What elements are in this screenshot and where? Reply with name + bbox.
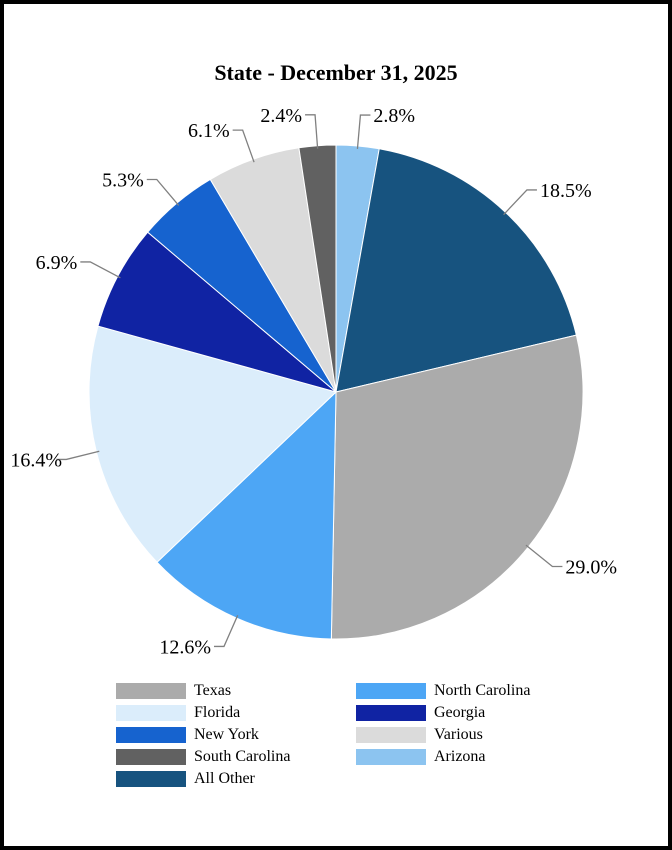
label-leader-line (56, 450, 100, 461)
legend-label: North Carolina (434, 682, 531, 699)
legend-item: Arizona (356, 746, 596, 768)
label-leader-line (213, 615, 239, 648)
legend-item: Georgia (356, 702, 596, 724)
legend-swatch (116, 705, 186, 721)
legend-label: Arizona (434, 748, 486, 765)
legend-column: North Carolina Georgia Various Arizona (356, 680, 596, 790)
legend-item: South Carolina (116, 746, 356, 768)
legend-label: All Other (194, 770, 255, 787)
label-leader-line (356, 114, 371, 150)
legend-item: All Other (116, 768, 356, 790)
slice-percent-label: 5.3% (102, 169, 144, 191)
legend-label: Florida (194, 704, 241, 721)
legend-label: South Carolina (194, 748, 291, 765)
legend-swatch (356, 683, 426, 699)
slice-percent-label: 29.0% (565, 556, 617, 578)
legend-item: Florida (116, 702, 356, 724)
legend-label: Various (434, 726, 483, 743)
legend-label: Georgia (434, 704, 486, 721)
label-leader-line (503, 189, 537, 216)
legend-swatch (116, 727, 186, 743)
legend-swatch (116, 771, 186, 787)
slice-percent-label: 12.6% (159, 636, 211, 658)
legend-item: Various (356, 724, 596, 746)
slice-percent-label: 16.4% (10, 449, 62, 471)
slice-percent-label: 2.8% (373, 105, 415, 127)
pie-chart: 2.8% 18.5% 29.0% 12.6% 16.4% 6.9% 5.3% 6.1% 2.4% (10, 105, 617, 659)
legend-label: Texas (194, 682, 232, 699)
slice-percent-label: 2.4% (260, 105, 302, 127)
label-leader-line (80, 261, 121, 279)
legend-swatch (116, 683, 186, 699)
label-leader-line (525, 544, 563, 568)
legend-item: Texas (116, 680, 356, 702)
legend-swatch (356, 749, 426, 765)
chart-title: State - December 31, 2025 (214, 60, 458, 85)
legend-label: New York (194, 726, 259, 743)
legend-item: North Carolina (356, 680, 596, 702)
slice-percent-label: 6.9% (36, 252, 78, 274)
legend-column: Texas Florida New York South Carolina All Ot… (116, 680, 356, 790)
legend: Texas Florida New York South Carolina All Ot… (116, 680, 596, 790)
legend-swatch (356, 727, 426, 743)
label-leader-line (146, 178, 180, 206)
label-leader-line (232, 129, 255, 163)
slice-percent-label: 18.5% (540, 180, 592, 202)
slice-percent-label: 6.1% (188, 120, 230, 142)
legend-swatch (356, 705, 426, 721)
legend-swatch (116, 749, 186, 765)
label-leader-line (305, 114, 319, 149)
legend-item: New York (116, 724, 356, 746)
